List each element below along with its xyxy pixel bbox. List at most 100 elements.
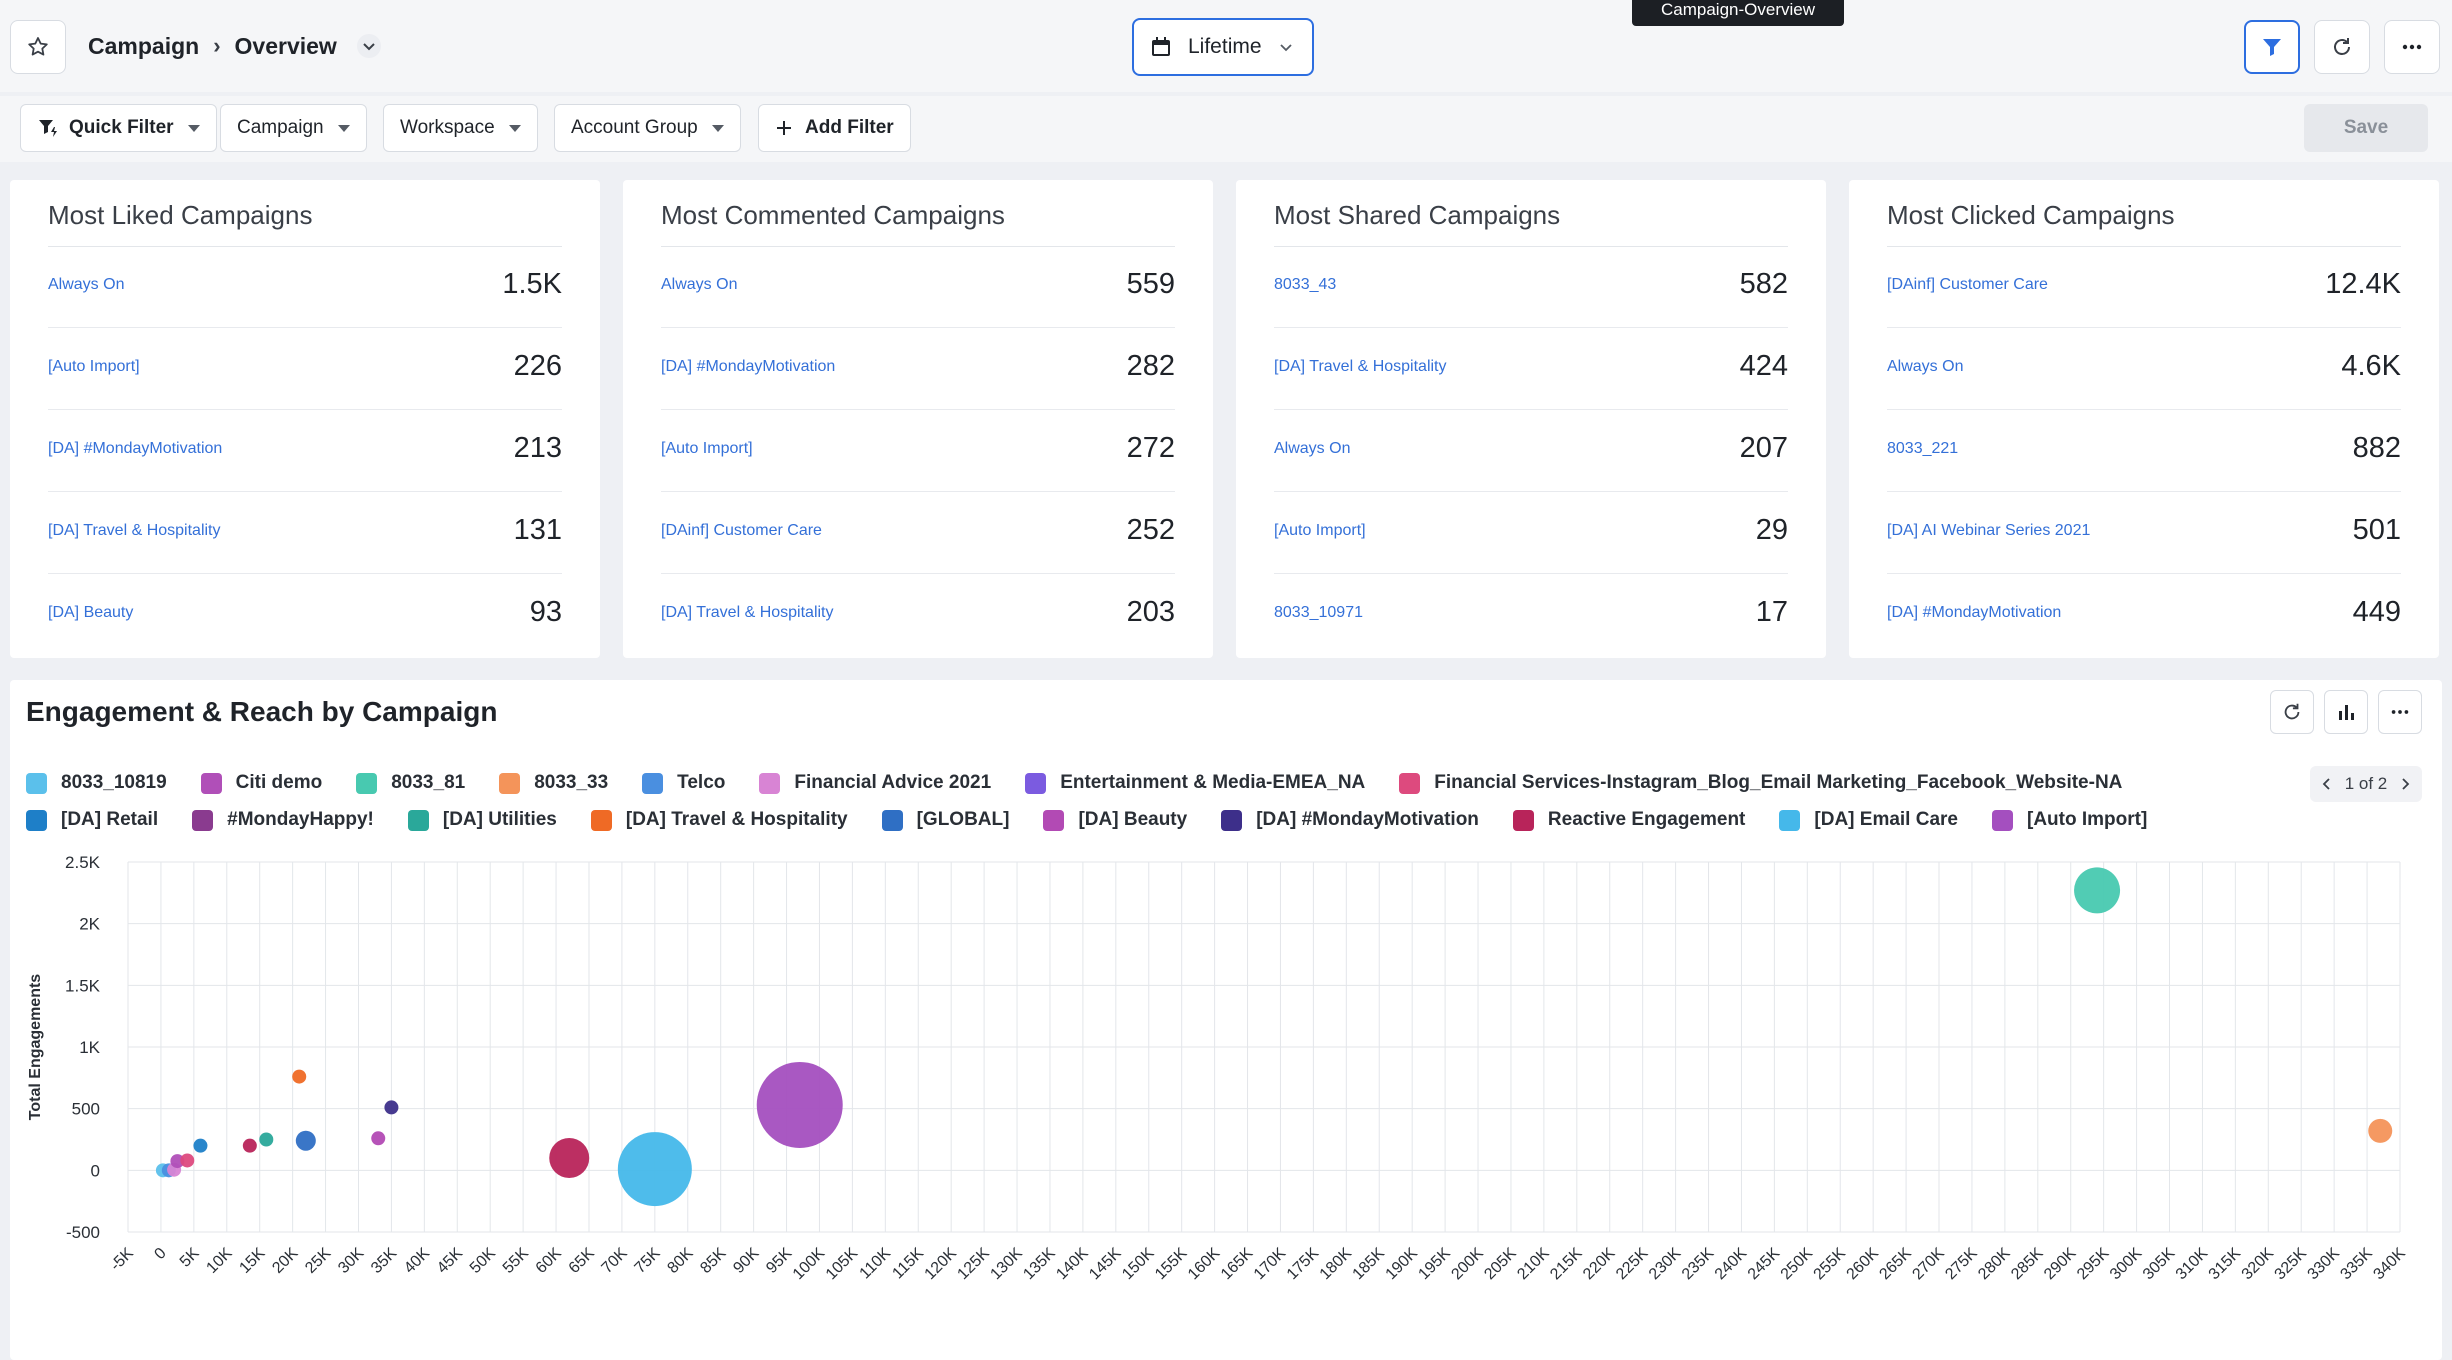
legend-label: 8033_81 bbox=[391, 772, 466, 793]
panel-title: Engagement & Reach by Campaign bbox=[26, 696, 498, 727]
x-tick-label: 315K bbox=[2206, 1245, 2245, 1284]
legend-item[interactable]: Reactive Engagement bbox=[1512, 809, 1745, 831]
scatter-point[interactable] bbox=[371, 1131, 386, 1146]
chevron-left-icon[interactable] bbox=[2320, 777, 2334, 791]
legend-item[interactable]: [DA] Beauty bbox=[1043, 809, 1187, 831]
list-item: [Auto Import] 272 bbox=[661, 410, 1175, 492]
campaign-link[interactable]: [DAinf] Customer Care bbox=[661, 522, 822, 539]
legend-item[interactable]: [DA] #MondayMotivation bbox=[1221, 809, 1479, 831]
campaign-link[interactable]: [DAinf] Customer Care bbox=[1887, 276, 2048, 293]
campaign-link[interactable]: [DA] #MondayMotivation bbox=[48, 440, 223, 457]
breadcrumb-parent[interactable]: Campaign bbox=[88, 32, 200, 59]
caret-down-icon bbox=[187, 124, 200, 132]
legend-item[interactable]: [Auto Import] bbox=[1992, 809, 2147, 831]
legend-label: 8033_10819 bbox=[61, 772, 167, 793]
chevron-right-icon[interactable] bbox=[2398, 777, 2412, 791]
legend-swatch bbox=[590, 809, 612, 831]
chart-type-button[interactable] bbox=[2324, 690, 2368, 734]
campaign-link[interactable]: [DA] Travel & Hospitality bbox=[661, 604, 834, 621]
legend-item[interactable]: [DA] Email Care bbox=[1779, 809, 1958, 831]
chart-more-button[interactable] bbox=[2378, 690, 2422, 734]
scatter-point[interactable] bbox=[617, 1132, 692, 1207]
card-title: Most Clicked Campaigns bbox=[1887, 200, 2175, 230]
x-tick-label: 135K bbox=[1020, 1245, 1059, 1284]
campaign-link[interactable]: 8033_10971 bbox=[1274, 604, 1363, 621]
scatter-point[interactable] bbox=[384, 1100, 399, 1115]
scatter-point[interactable] bbox=[295, 1130, 316, 1151]
legend-item[interactable]: [DA] Utilities bbox=[407, 809, 557, 831]
scatter-point[interactable] bbox=[2368, 1118, 2393, 1143]
x-tick-label: 70K bbox=[599, 1245, 631, 1277]
most-shared-card: Most Shared Campaigns 8033_43 582 [DA] Tr… bbox=[1236, 180, 1826, 658]
chart-refresh-button[interactable] bbox=[2270, 690, 2314, 734]
list-item: Always On 559 bbox=[661, 246, 1175, 328]
workspace-filter-dropdown[interactable]: Workspace bbox=[383, 104, 538, 152]
legend-item[interactable]: Citi demo bbox=[200, 772, 322, 794]
legend-item[interactable]: 8033_10819 bbox=[26, 772, 167, 794]
refresh-button[interactable] bbox=[2314, 20, 2370, 74]
y-tick-label: 2K bbox=[79, 915, 100, 934]
legend-item[interactable]: Entertainment & Media-EMEA_NA bbox=[1025, 772, 1365, 794]
x-tick-label: 65K bbox=[566, 1245, 598, 1277]
legend-label: [DA] Retail bbox=[61, 809, 159, 830]
campaign-link[interactable]: [DA] Travel & Hospitality bbox=[48, 522, 221, 539]
x-tick-label: 80K bbox=[664, 1245, 696, 1277]
legend-item[interactable]: [DA] Travel & Hospitality bbox=[590, 809, 848, 831]
chevron-down-icon bbox=[1279, 44, 1292, 52]
scatter-point[interactable] bbox=[549, 1138, 590, 1178]
campaign-link[interactable]: Always On bbox=[1274, 440, 1351, 457]
legend-item[interactable]: 8033_81 bbox=[356, 772, 465, 794]
save-button[interactable]: Save bbox=[2304, 104, 2428, 152]
campaign-link[interactable]: Always On bbox=[661, 276, 738, 293]
campaign-link[interactable]: [Auto Import] bbox=[661, 440, 753, 457]
campaign-link[interactable]: [DA] Beauty bbox=[48, 604, 134, 621]
filter-toggle-button[interactable] bbox=[2244, 20, 2300, 74]
legend-item[interactable]: [DA] Retail bbox=[26, 809, 158, 831]
legend-item[interactable]: Telco bbox=[642, 772, 725, 794]
legend-item[interactable]: Financial Services-Instagram_Blog_Email … bbox=[1399, 772, 2122, 794]
account-group-filter-label: Account Group bbox=[571, 117, 698, 138]
campaign-link[interactable]: [Auto Import] bbox=[48, 358, 140, 375]
add-filter-button[interactable]: Add Filter bbox=[758, 104, 911, 152]
legend-label: [DA] Utilities bbox=[442, 809, 557, 830]
campaign-link[interactable]: 8033_43 bbox=[1274, 276, 1337, 293]
more-options-button[interactable] bbox=[2384, 20, 2440, 74]
y-tick-label: -500 bbox=[66, 1223, 100, 1242]
list-item: [Auto Import] 29 bbox=[1274, 492, 1788, 574]
dashboard-switcher-button[interactable] bbox=[353, 30, 385, 62]
x-tick-label: 55K bbox=[500, 1245, 532, 1277]
quick-filter-dropdown[interactable]: Quick Filter bbox=[20, 104, 217, 152]
campaign-link[interactable]: Always On bbox=[48, 276, 125, 293]
scatter-point[interactable] bbox=[193, 1138, 208, 1153]
date-range-selector[interactable]: Lifetime bbox=[1132, 18, 1314, 76]
y-tick-label: 500 bbox=[72, 1100, 100, 1119]
workspace-filter-label: Workspace bbox=[400, 117, 495, 138]
filter-icon bbox=[2263, 39, 2281, 56]
legend-item[interactable]: 8033_33 bbox=[499, 772, 608, 794]
breadcrumb-current: Overview bbox=[234, 32, 337, 59]
legend-label: [DA] Beauty bbox=[1078, 809, 1188, 830]
scatter-point[interactable] bbox=[180, 1153, 195, 1168]
campaign-link[interactable]: [Auto Import] bbox=[1274, 522, 1366, 539]
legend-item[interactable]: [GLOBAL] bbox=[881, 809, 1009, 831]
campaign-link[interactable]: Always On bbox=[1887, 358, 1964, 375]
x-tick-label: 285K bbox=[2008, 1245, 2047, 1284]
campaign-link[interactable]: [DA] Travel & Hospitality bbox=[1274, 358, 1447, 375]
campaign-link[interactable]: [DA] #MondayMotivation bbox=[1887, 604, 2062, 621]
campaign-link[interactable]: [DA] #MondayMotivation bbox=[661, 358, 836, 375]
scatter-point[interactable] bbox=[259, 1132, 274, 1147]
scatter-point[interactable] bbox=[242, 1138, 257, 1153]
campaign-filter-dropdown[interactable]: Campaign bbox=[220, 104, 367, 152]
favorite-button[interactable] bbox=[10, 20, 66, 74]
legend-swatch bbox=[499, 772, 521, 794]
campaign-link[interactable]: 8033_221 bbox=[1887, 440, 1959, 457]
legend-item[interactable]: #MondayHappy! bbox=[192, 809, 374, 831]
legend-swatch bbox=[1512, 809, 1534, 831]
campaign-link[interactable]: [DA] AI Webinar Series 2021 bbox=[1887, 522, 2091, 539]
list-item: 8033_43 582 bbox=[1274, 246, 1788, 328]
scatter-point[interactable] bbox=[756, 1061, 843, 1148]
scatter-point[interactable] bbox=[2074, 867, 2121, 914]
account-group-filter-dropdown[interactable]: Account Group bbox=[554, 104, 741, 152]
legend-item[interactable]: Financial Advice 2021 bbox=[759, 772, 991, 794]
scatter-point[interactable] bbox=[292, 1069, 307, 1084]
